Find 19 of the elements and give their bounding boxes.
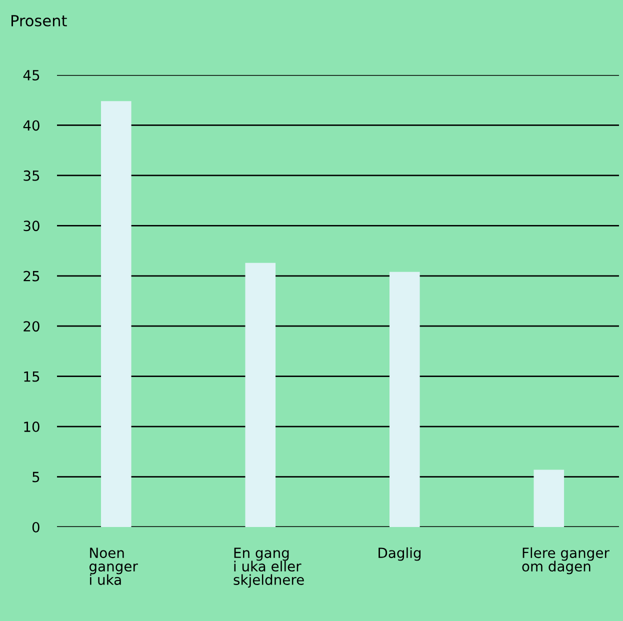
x-tick-label: En gang i uka eller skjeldnere xyxy=(234,548,304,588)
y-tick-label: 40 xyxy=(23,120,40,131)
y-tick-label: 35 xyxy=(24,170,40,181)
y-tick-label: 25 xyxy=(24,270,40,282)
y-tick-label: 5 xyxy=(32,472,40,482)
y-tick-label: 10 xyxy=(24,422,40,432)
y-tick-label: 20 xyxy=(24,321,40,332)
bar xyxy=(100,101,132,527)
x-tick-label: Flere ganger om dagen xyxy=(522,547,610,574)
bar xyxy=(534,470,564,527)
y-tick-label: 45 xyxy=(23,70,40,80)
x-tick-label: Noen ganger i uka xyxy=(90,548,138,585)
x-tick-label: Daglig xyxy=(378,547,421,561)
y-tick-label: 30 xyxy=(24,220,40,232)
y-tick-label: 15 xyxy=(24,371,40,382)
bar xyxy=(245,262,276,527)
y-axis-title: Prosent xyxy=(12,15,67,26)
y-tick-label: 0 xyxy=(32,522,40,532)
bar xyxy=(389,272,420,527)
